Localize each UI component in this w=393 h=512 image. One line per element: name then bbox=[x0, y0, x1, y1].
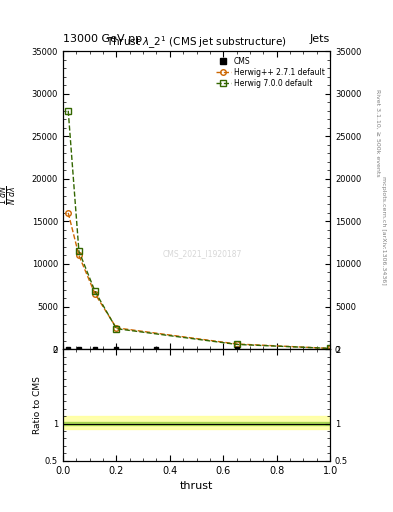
X-axis label: thrust: thrust bbox=[180, 481, 213, 491]
Text: mcplots.cern.ch [arXiv:1306.3436]: mcplots.cern.ch [arXiv:1306.3436] bbox=[381, 176, 386, 285]
Bar bbox=[63, 416, 330, 429]
Text: Rivet 3.1.10, ≥ 500k events: Rivet 3.1.10, ≥ 500k events bbox=[375, 89, 380, 177]
Text: Jets: Jets bbox=[310, 33, 330, 44]
Text: CMS_2021_I1920187: CMS_2021_I1920187 bbox=[162, 249, 242, 258]
Text: 13000 GeV pp: 13000 GeV pp bbox=[63, 33, 142, 44]
Y-axis label: Ratio to CMS: Ratio to CMS bbox=[33, 376, 42, 434]
Text: $\frac{1}{N}\frac{dN}{d\lambda}$: $\frac{1}{N}\frac{dN}{d\lambda}$ bbox=[0, 184, 18, 205]
Legend: CMS, Herwig++ 2.7.1 default, Herwig 7.0.0 default: CMS, Herwig++ 2.7.1 default, Herwig 7.0.… bbox=[214, 55, 326, 90]
Bar bbox=[63, 422, 330, 425]
Title: Thrust $\lambda\_2^1$ (CMS jet substructure): Thrust $\lambda\_2^1$ (CMS jet substruct… bbox=[106, 35, 287, 51]
